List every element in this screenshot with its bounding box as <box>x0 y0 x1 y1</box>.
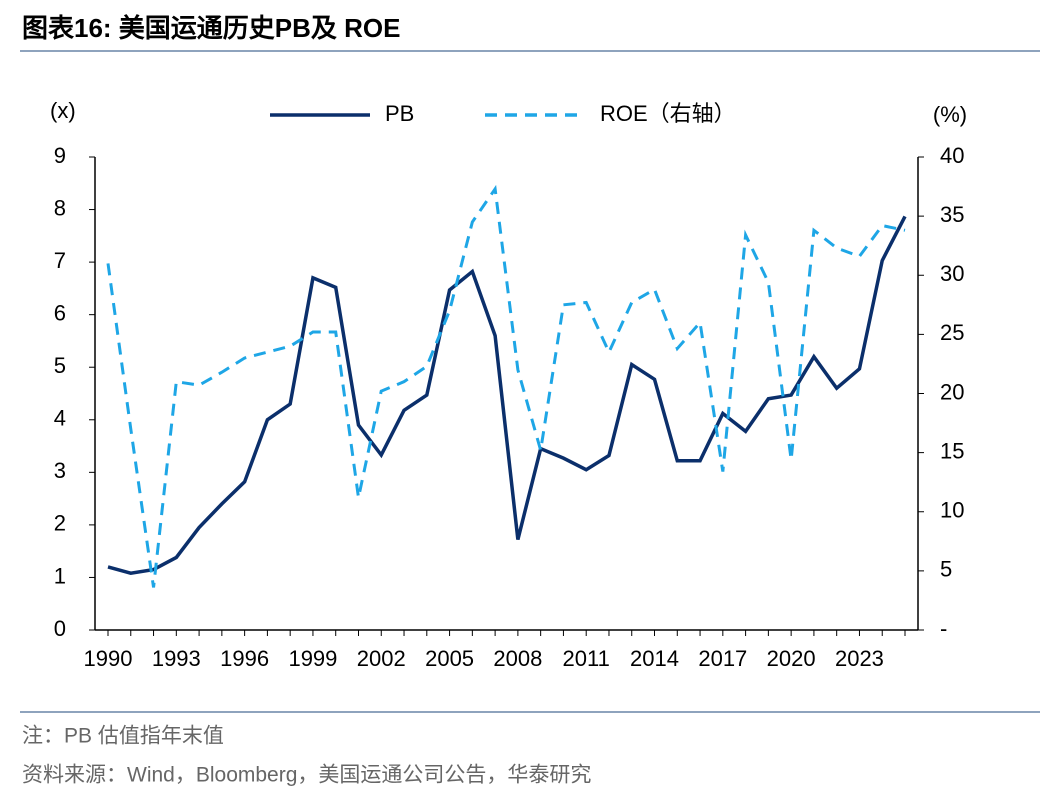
y2-tick-label: 25 <box>940 320 964 345</box>
y2-tick-label: 20 <box>940 379 964 404</box>
y-tick-label: 2 <box>54 511 66 536</box>
x-tick-label: 2020 <box>767 646 816 671</box>
y2-axis-label: (%) <box>933 102 967 127</box>
y2-tick-label: 5 <box>940 557 952 582</box>
x-tick-label: 2002 <box>357 646 406 671</box>
note: 注：PB 估值指年末值 <box>22 725 224 748</box>
y2-tick-label: 35 <box>940 202 964 227</box>
x-tick-label: 2017 <box>698 646 747 671</box>
x-tick-label: 2008 <box>493 646 542 671</box>
series-line <box>106 184 906 588</box>
x-tick-label: 1996 <box>220 646 269 671</box>
x-tick-label: 1999 <box>288 646 337 671</box>
y2-tick-label: - <box>940 616 947 641</box>
y-axis-label: (x) <box>50 98 76 123</box>
y-tick-label: 5 <box>54 353 66 378</box>
y-tick-label: 6 <box>54 300 66 325</box>
y-tick-label: 0 <box>54 616 66 641</box>
x-tick-label: 2014 <box>630 646 679 671</box>
y-tick-label: 8 <box>54 195 66 220</box>
x-tick-label: 1993 <box>152 646 201 671</box>
y-tick-label: 9 <box>54 143 66 168</box>
legend-label: PB <box>385 101 414 126</box>
y2-tick-label: 15 <box>940 438 964 463</box>
y-tick-label: 1 <box>54 563 66 588</box>
x-tick-label: 1990 <box>84 646 133 671</box>
series-line <box>107 215 907 576</box>
x-tick-label: 2011 <box>563 646 610 671</box>
y2-tick-label: 40 <box>940 143 964 168</box>
y-tick-label: 4 <box>54 406 66 431</box>
chart-title: 图表16: 美国运通历史PB及 ROE <box>22 13 401 43</box>
y-tick-label: 3 <box>54 458 66 483</box>
x-tick-label: 2005 <box>425 646 474 671</box>
legend-label: ROE（右轴） <box>600 101 736 126</box>
y-tick-label: 7 <box>54 248 66 273</box>
source: 资料来源：Wind，Bloomberg，美国运通公司公告，华泰研究 <box>22 764 591 787</box>
x-tick-label: 2023 <box>835 646 884 671</box>
y2-tick-label: 30 <box>940 261 964 286</box>
y2-tick-label: 10 <box>940 498 964 523</box>
